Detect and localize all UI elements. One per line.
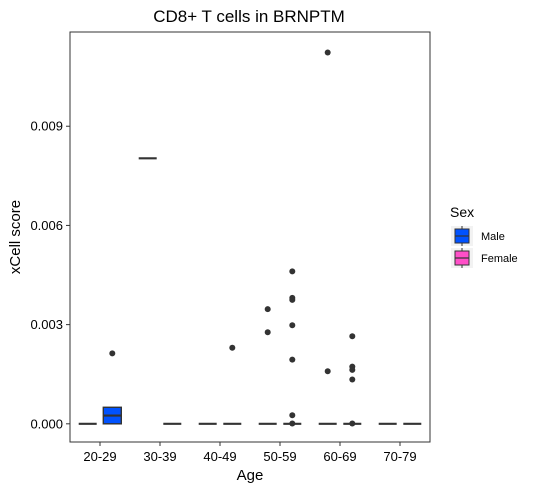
box-group	[318, 49, 337, 425]
x-axis: 20-29 30-39 40-49 50-59 60-69 70-79	[83, 442, 417, 464]
x-axis-title: Age	[237, 467, 264, 484]
x-tick-label: 30-39	[143, 449, 176, 464]
y-tick-label: 0.006	[30, 218, 63, 233]
outlier-point	[109, 350, 116, 357]
outlier-point	[349, 366, 356, 373]
box-group	[258, 306, 277, 425]
y-axis-title: xCell score	[7, 200, 24, 274]
box-group	[223, 344, 242, 425]
outlier-point	[289, 296, 296, 303]
outlier-point	[289, 420, 296, 427]
outlier-point	[349, 333, 356, 340]
outlier-point	[289, 412, 296, 419]
outlier-point	[349, 420, 356, 427]
x-tick-label: 50-59	[263, 449, 296, 464]
outlier-point	[264, 329, 271, 336]
legend: Sex Male Female	[450, 204, 518, 268]
y-tick-label: 0.009	[30, 119, 63, 134]
legend-label: Male	[481, 231, 505, 243]
x-tick-label: 40-49	[203, 449, 236, 464]
box-group	[283, 268, 302, 427]
outlier-point	[324, 49, 331, 56]
box-group	[102, 350, 123, 425]
y-tick-label: 0.000	[30, 416, 63, 431]
data-marks	[78, 49, 422, 427]
box-group	[343, 333, 362, 427]
outlier-point	[229, 344, 236, 351]
y-tick-label: 0.003	[30, 317, 63, 332]
plot-panel	[69, 31, 431, 443]
plot-area	[69, 31, 431, 443]
legend-label: Female	[481, 253, 518, 265]
x-tick-label: 20-29	[83, 449, 116, 464]
outlier-point	[289, 268, 296, 275]
outlier-point	[349, 376, 356, 383]
x-tick-label: 60-69	[323, 449, 356, 464]
legend-title: Sex	[450, 204, 474, 220]
chart-title: CD8+ T cells in BRNPTM	[153, 7, 345, 26]
y-axis: 0.000 0.003 0.006 0.009	[30, 119, 70, 431]
x-tick-label: 70-79	[383, 449, 416, 464]
outlier-point	[289, 356, 296, 363]
outlier-point	[289, 322, 296, 329]
outlier-point	[264, 306, 271, 313]
outlier-point	[324, 368, 331, 375]
